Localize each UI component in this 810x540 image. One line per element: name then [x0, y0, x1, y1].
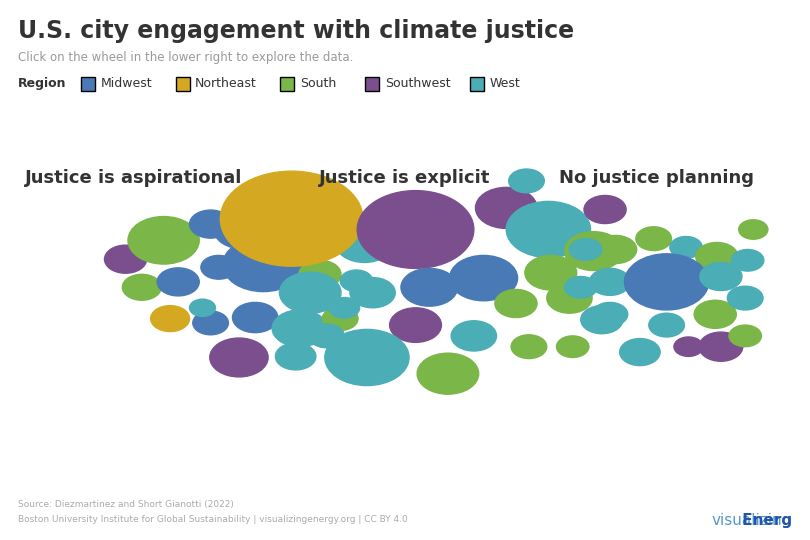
Text: Justice is explicit: Justice is explicit [319, 169, 491, 187]
Circle shape [696, 242, 738, 271]
Circle shape [357, 191, 474, 268]
Circle shape [590, 270, 625, 294]
Circle shape [122, 274, 161, 300]
Circle shape [259, 206, 308, 239]
Circle shape [335, 224, 394, 262]
Circle shape [727, 286, 763, 310]
Circle shape [729, 325, 761, 347]
Circle shape [625, 254, 709, 310]
Circle shape [525, 255, 577, 290]
Text: Click on the wheel in the lower right to explore the data.: Click on the wheel in the lower right to… [18, 51, 353, 64]
Circle shape [329, 298, 360, 318]
Circle shape [275, 343, 316, 370]
Circle shape [649, 313, 684, 337]
Circle shape [451, 321, 497, 351]
Circle shape [506, 201, 590, 258]
Text: Justice is aspirational: Justice is aspirational [25, 169, 242, 187]
Circle shape [279, 272, 341, 313]
Text: Southwest: Southwest [385, 77, 450, 90]
Circle shape [694, 300, 736, 328]
Circle shape [565, 276, 597, 298]
Circle shape [350, 278, 395, 308]
Circle shape [670, 237, 702, 258]
Circle shape [104, 245, 147, 273]
Text: West: West [489, 77, 520, 90]
Circle shape [556, 336, 589, 357]
Circle shape [547, 283, 592, 313]
Circle shape [590, 268, 630, 295]
Text: Midwest: Midwest [100, 77, 152, 90]
Circle shape [201, 255, 237, 279]
Circle shape [299, 260, 341, 288]
Circle shape [220, 171, 363, 266]
Circle shape [674, 337, 703, 356]
Circle shape [475, 187, 537, 228]
Circle shape [700, 262, 742, 291]
Circle shape [592, 302, 628, 326]
Circle shape [569, 239, 602, 260]
Circle shape [636, 227, 671, 251]
Circle shape [190, 299, 215, 316]
Circle shape [581, 306, 623, 334]
Circle shape [340, 270, 373, 292]
Circle shape [214, 210, 272, 249]
Circle shape [509, 169, 544, 193]
Circle shape [620, 339, 660, 366]
Circle shape [190, 210, 232, 238]
Circle shape [565, 232, 623, 271]
Circle shape [511, 335, 547, 359]
Text: Northeast: Northeast [195, 77, 257, 90]
Circle shape [584, 195, 626, 224]
Circle shape [272, 310, 327, 347]
Text: Region: Region [18, 77, 66, 90]
Circle shape [325, 329, 409, 386]
Circle shape [151, 306, 190, 332]
Circle shape [401, 268, 458, 306]
Circle shape [417, 353, 479, 394]
Text: No justice planning: No justice planning [559, 169, 753, 187]
Circle shape [193, 311, 228, 335]
Circle shape [595, 235, 637, 264]
Circle shape [292, 208, 356, 251]
Circle shape [309, 324, 344, 348]
Text: Source: Diezmartinez and Short Gianotti (2022): Source: Diezmartinez and Short Gianotti … [18, 500, 234, 509]
Circle shape [699, 332, 743, 361]
Text: Energ: Energ [695, 513, 792, 528]
Circle shape [450, 255, 518, 301]
Circle shape [232, 302, 278, 333]
Circle shape [731, 249, 764, 271]
Text: Boston University Institute for Global Sustainability | visualizingenergy.org | : Boston University Institute for Global S… [18, 515, 407, 524]
Circle shape [210, 338, 268, 377]
Circle shape [390, 308, 441, 342]
Text: South: South [300, 77, 336, 90]
Circle shape [495, 289, 537, 318]
Text: visualizing: visualizing [712, 513, 792, 528]
Circle shape [128, 217, 199, 264]
Text: U.S. city engagement with climate justice: U.S. city engagement with climate justic… [18, 19, 574, 43]
Circle shape [223, 238, 304, 292]
Circle shape [322, 307, 358, 330]
Circle shape [739, 220, 768, 239]
Circle shape [157, 268, 199, 296]
